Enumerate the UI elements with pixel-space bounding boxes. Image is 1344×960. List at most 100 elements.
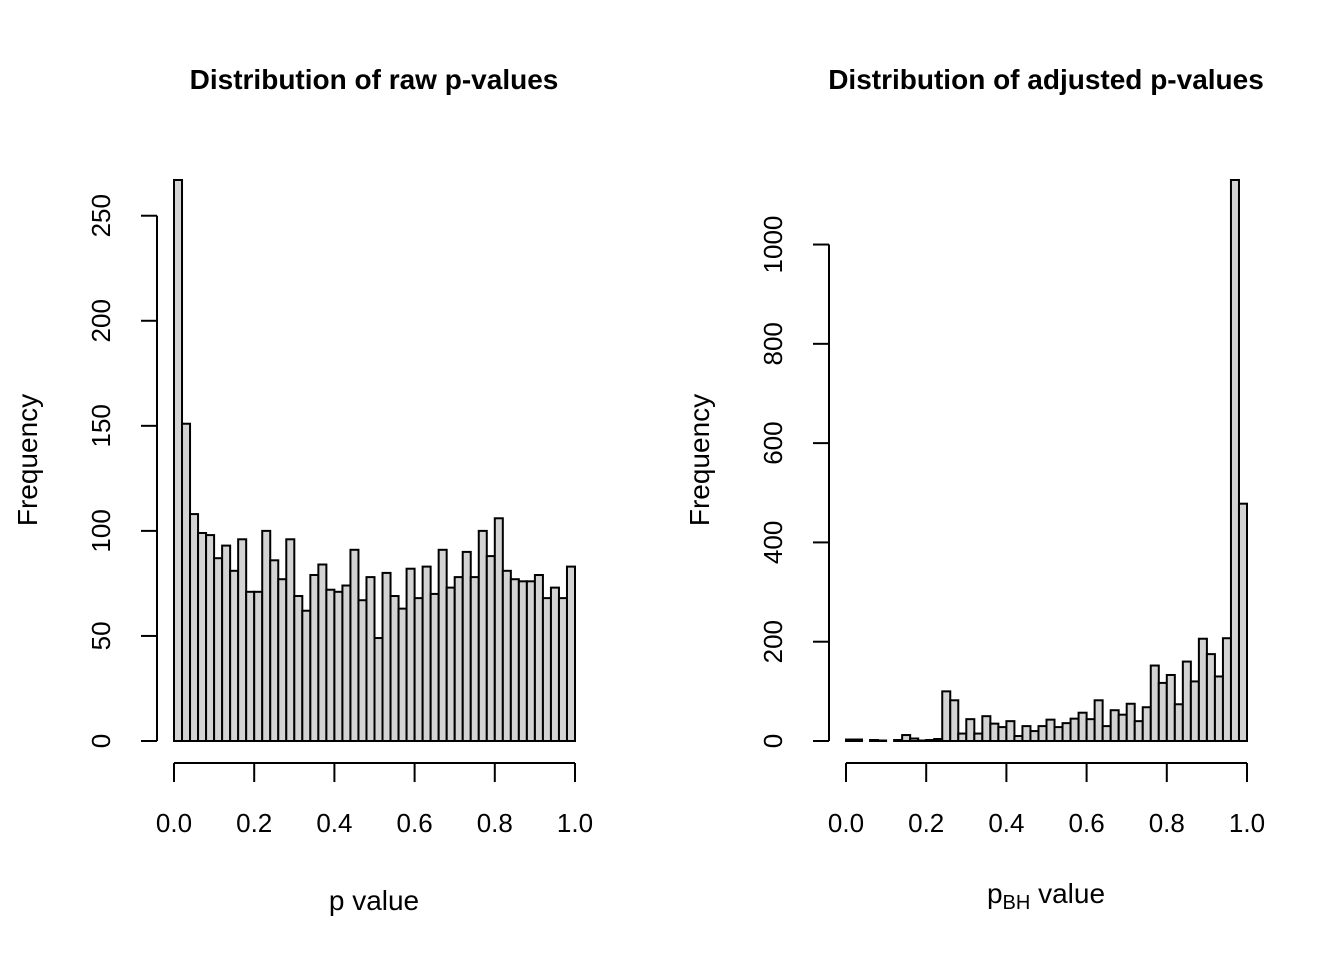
histogram-bar <box>1029 730 1040 743</box>
y-axis: 0 50 100 150 200 250 <box>86 194 158 748</box>
histogram-bar <box>253 590 264 743</box>
histogram-bar <box>1005 720 1016 743</box>
histogram-bar <box>517 580 528 743</box>
histogram-bar <box>333 590 344 743</box>
histogram-bar <box>1157 681 1168 743</box>
histogram-bar <box>493 517 504 742</box>
histogram-bar <box>269 559 280 742</box>
histogram-bar <box>1173 703 1184 743</box>
histogram-bar <box>309 574 320 742</box>
histogram-bar <box>237 538 248 742</box>
histogram-bar <box>1237 502 1248 743</box>
histogram-bar <box>1101 725 1112 743</box>
histogram-bar <box>213 557 224 743</box>
histogram-bar <box>1229 179 1240 742</box>
bar-group <box>845 179 1248 743</box>
histogram-bar <box>421 565 432 743</box>
histogram-bar <box>397 607 408 742</box>
histogram-bar <box>477 529 488 742</box>
histogram-bar <box>285 538 296 742</box>
y-tick-label: 200 <box>758 620 788 663</box>
histogram-bar <box>173 179 184 742</box>
histogram-bar <box>557 597 568 742</box>
histogram-bar <box>245 590 256 743</box>
histogram-bar <box>909 737 920 743</box>
y-tick-label: 0 <box>758 734 788 748</box>
y-tick-label: 50 <box>86 621 116 650</box>
histogram-bar <box>565 565 576 743</box>
histogram-bar <box>1069 717 1080 743</box>
y-axis-label: Frequency <box>12 394 43 526</box>
histogram-bar <box>205 534 216 743</box>
histogram-bar <box>293 595 304 742</box>
histogram-bar <box>997 726 1008 743</box>
histogram-bar <box>389 595 400 742</box>
histogram-bar <box>1205 653 1216 742</box>
histogram-bar <box>893 739 904 743</box>
raw-pvalue-histogram: Distribution of raw p-values Frequency p… <box>12 64 593 916</box>
histogram-bar <box>429 592 440 742</box>
x-tick-label: 0.0 <box>828 808 864 838</box>
x-tick-label: 0.2 <box>908 808 944 838</box>
chart-title: Distribution of raw p-values <box>190 64 559 95</box>
histogram-bar <box>437 548 448 742</box>
y-axis-label: Frequency <box>684 394 715 526</box>
x-tick-label: 0.6 <box>397 808 433 838</box>
histogram-bar <box>1093 699 1104 743</box>
histogram-bar <box>549 586 560 742</box>
histogram-bar <box>365 576 376 742</box>
y-tick-label: 800 <box>758 322 788 365</box>
histogram-bar <box>277 578 288 743</box>
histogram-bar <box>853 738 864 743</box>
histogram-bar <box>1077 711 1088 743</box>
histogram-bar <box>1181 660 1192 742</box>
histogram-bar <box>1189 680 1200 743</box>
histogram-bar <box>957 732 968 743</box>
x-tick-label: 0.6 <box>1069 808 1105 838</box>
histogram-bar <box>965 718 976 743</box>
x-tick-label: 0.4 <box>988 808 1024 838</box>
x-tick-label: 0.8 <box>477 808 513 838</box>
x-tick-label: 1.0 <box>557 808 593 838</box>
x-axis: 0.0 0.2 0.4 0.6 0.8 1.0 <box>156 762 593 838</box>
histogram-bar <box>533 574 544 742</box>
x-axis: 0.0 0.2 0.4 0.6 0.8 1.0 <box>828 762 1265 838</box>
histogram-bar <box>1013 735 1024 743</box>
adjusted-pvalue-histogram: Distribution of adjusted p-values Freque… <box>684 64 1265 914</box>
histogram-bar <box>317 563 328 742</box>
histogram-bar <box>229 569 240 742</box>
histogram-bar <box>485 555 496 743</box>
histogram-bar <box>1061 722 1072 743</box>
histogram-bar <box>1213 675 1224 743</box>
histogram-bar <box>845 738 856 743</box>
x-axis-label: p value <box>329 885 419 916</box>
histogram-bar <box>1141 706 1152 743</box>
histogram-bar <box>933 738 944 743</box>
histogram-bar <box>469 576 480 742</box>
histogram-bar <box>1197 637 1208 742</box>
y-axis: 0 200 400 600 800 1000 <box>758 216 830 748</box>
y-tick-label: 600 <box>758 421 788 464</box>
x-axis-label: pBH value <box>987 878 1105 914</box>
histogram-bar <box>197 531 208 742</box>
histogram-bar <box>325 588 336 743</box>
histogram-bar <box>1125 702 1136 743</box>
histogram-bar <box>989 722 1000 743</box>
histogram-bar <box>405 567 416 743</box>
histogram-bar <box>461 550 472 742</box>
histogram-bar <box>381 571 392 742</box>
histogram-bar <box>901 734 912 743</box>
histogram-bar <box>1109 709 1120 743</box>
histogram-bar <box>1117 713 1128 743</box>
histogram-bar <box>349 548 360 742</box>
y-tick-label: 1000 <box>758 216 788 274</box>
histogram-bar <box>941 690 952 743</box>
bar-group <box>173 179 576 743</box>
chart-title: Distribution of adjusted p-values <box>828 64 1264 95</box>
histogram-bar <box>1037 725 1048 743</box>
histogram-bar <box>981 715 992 743</box>
histogram-bar <box>501 569 512 742</box>
histogram-bar <box>925 739 936 743</box>
histogram-bar <box>1149 664 1160 742</box>
